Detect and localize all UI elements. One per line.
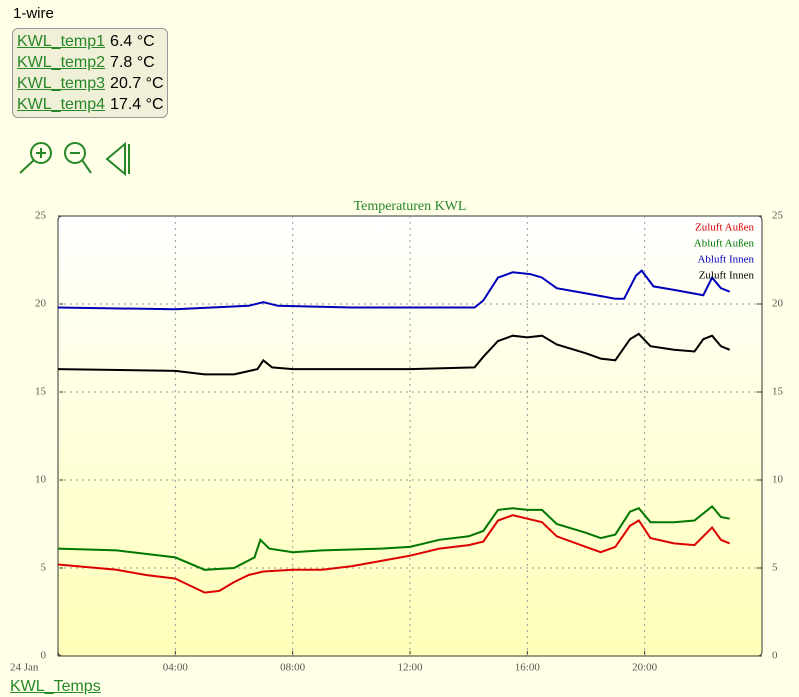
y-tick-label: 5 [41,562,47,574]
legend-entry: Zuluft Innen [699,270,755,282]
y2-tick-label: 10 [772,474,784,486]
reading-link[interactable]: KWL_temp2 [17,54,106,71]
reading-link[interactable]: KWL_temp1 [17,33,106,50]
series-line [57,332,731,376]
y2-tick-label: 0 [772,650,778,662]
toolbar [19,141,130,177]
reading-link[interactable]: KWL_temp3 [17,75,106,92]
reading-row: KWL_temp3 20.7 °C [13,73,167,94]
y2-tick-label: 25 [772,210,784,222]
chart-title: Temperaturen KWL [354,199,467,214]
page-title: 1-wire [13,5,54,22]
y-tick-label: 20 [35,298,47,310]
x-tick-label: 16:00 [515,662,541,674]
x-tick-label: 08:00 [280,662,306,674]
x-tick-label: 12:00 [397,662,423,674]
legend-entry: Zuluft Außen [695,222,754,234]
reading-value: 6.4 °C [110,33,155,50]
reading-value: 7.8 °C [110,54,155,71]
legend-entry: Abluft Außen [694,238,755,250]
reading-link[interactable]: KWL_temp4 [17,96,106,113]
reading-row: KWL_temp1 6.4 °C [13,31,167,52]
series-line [57,514,731,594]
back[interactable] [105,141,130,177]
plot-link[interactable]: KWL_Temps [10,678,101,695]
y-tick-label: 15 [35,386,47,398]
series-line [57,505,730,571]
reading-value: 17.4 °C [110,96,164,113]
readings-box: KWL_temp1 6.4 °C KWL_temp2 7.8 °C KWL_temp3 2… [12,28,168,118]
y-tick-label: 10 [35,474,47,486]
series-line [57,269,731,311]
reading-value: 20.7 °C [110,75,164,92]
y2-tick-label: 5 [772,562,778,574]
reading-row: KWL_temp2 7.8 °C [13,52,167,73]
legend-entry: Abluft Innen [697,254,754,266]
plot-area [57,215,763,657]
y2-tick-label: 20 [772,298,784,310]
x-tick-label: 20:00 [632,662,658,674]
x-tick-label: 04:00 [163,662,189,674]
y-tick-label: 0 [41,650,47,662]
y2-tick-label: 15 [772,386,784,398]
zoom-out[interactable] [64,142,92,174]
zoom-in[interactable] [19,142,52,174]
reading-row: KWL_temp4 17.4 °C [13,94,167,115]
x-tick-label: 24 Jan [10,662,39,674]
y-tick-label: 25 [35,210,47,222]
